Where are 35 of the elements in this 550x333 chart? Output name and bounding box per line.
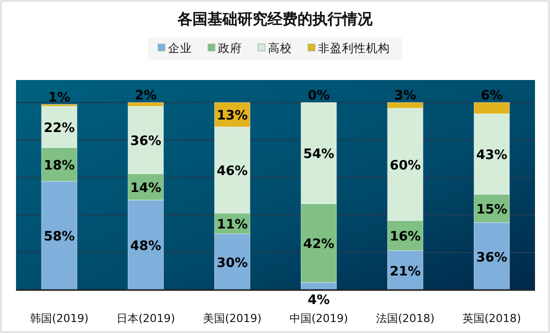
chart-title: 各国基础研究经费的执行情况 bbox=[176, 10, 374, 28]
data-label: 0% bbox=[308, 88, 330, 104]
x-tick-label: 日本(2019) bbox=[116, 312, 176, 325]
x-tick-label: 法国(2018) bbox=[376, 312, 435, 325]
data-label: 6% bbox=[480, 88, 503, 104]
data-label: 58% bbox=[44, 230, 75, 245]
data-label: 36% bbox=[130, 134, 162, 149]
data-label: 60% bbox=[390, 158, 421, 174]
data-label: 11% bbox=[216, 217, 248, 232]
data-label: 42% bbox=[303, 237, 334, 252]
data-label: 22% bbox=[44, 120, 75, 136]
data-label: 36% bbox=[476, 250, 508, 266]
x-tick-label: 英国(2018) bbox=[462, 312, 522, 325]
data-label: 30% bbox=[216, 256, 248, 271]
x-tick-label: 韩国(2019) bbox=[30, 312, 89, 325]
data-label: 46% bbox=[216, 164, 248, 179]
data-label: 43% bbox=[476, 148, 508, 164]
legend-label: 企业 bbox=[168, 41, 192, 55]
legend-label: 非盈利性机构 bbox=[318, 41, 390, 55]
data-label: 48% bbox=[130, 239, 162, 254]
legend-label: 政府 bbox=[218, 41, 242, 55]
data-label: 15% bbox=[476, 202, 508, 218]
x-tick-label: 美国(2019) bbox=[202, 312, 262, 325]
data-label: 54% bbox=[303, 147, 334, 162]
data-label: 1% bbox=[48, 90, 70, 106]
data-label: 2% bbox=[134, 88, 157, 104]
data-label: 13% bbox=[216, 108, 248, 124]
data-label: 14% bbox=[130, 180, 162, 196]
text: 高校 bbox=[268, 41, 292, 55]
data-label: 21% bbox=[390, 264, 421, 280]
data-label: 16% bbox=[390, 230, 421, 245]
data-label: 3% bbox=[394, 88, 416, 104]
data-label: 18% bbox=[44, 158, 75, 174]
data-label: 4% bbox=[308, 293, 330, 308]
x-tick-label: 中国(2019) bbox=[289, 312, 348, 325]
